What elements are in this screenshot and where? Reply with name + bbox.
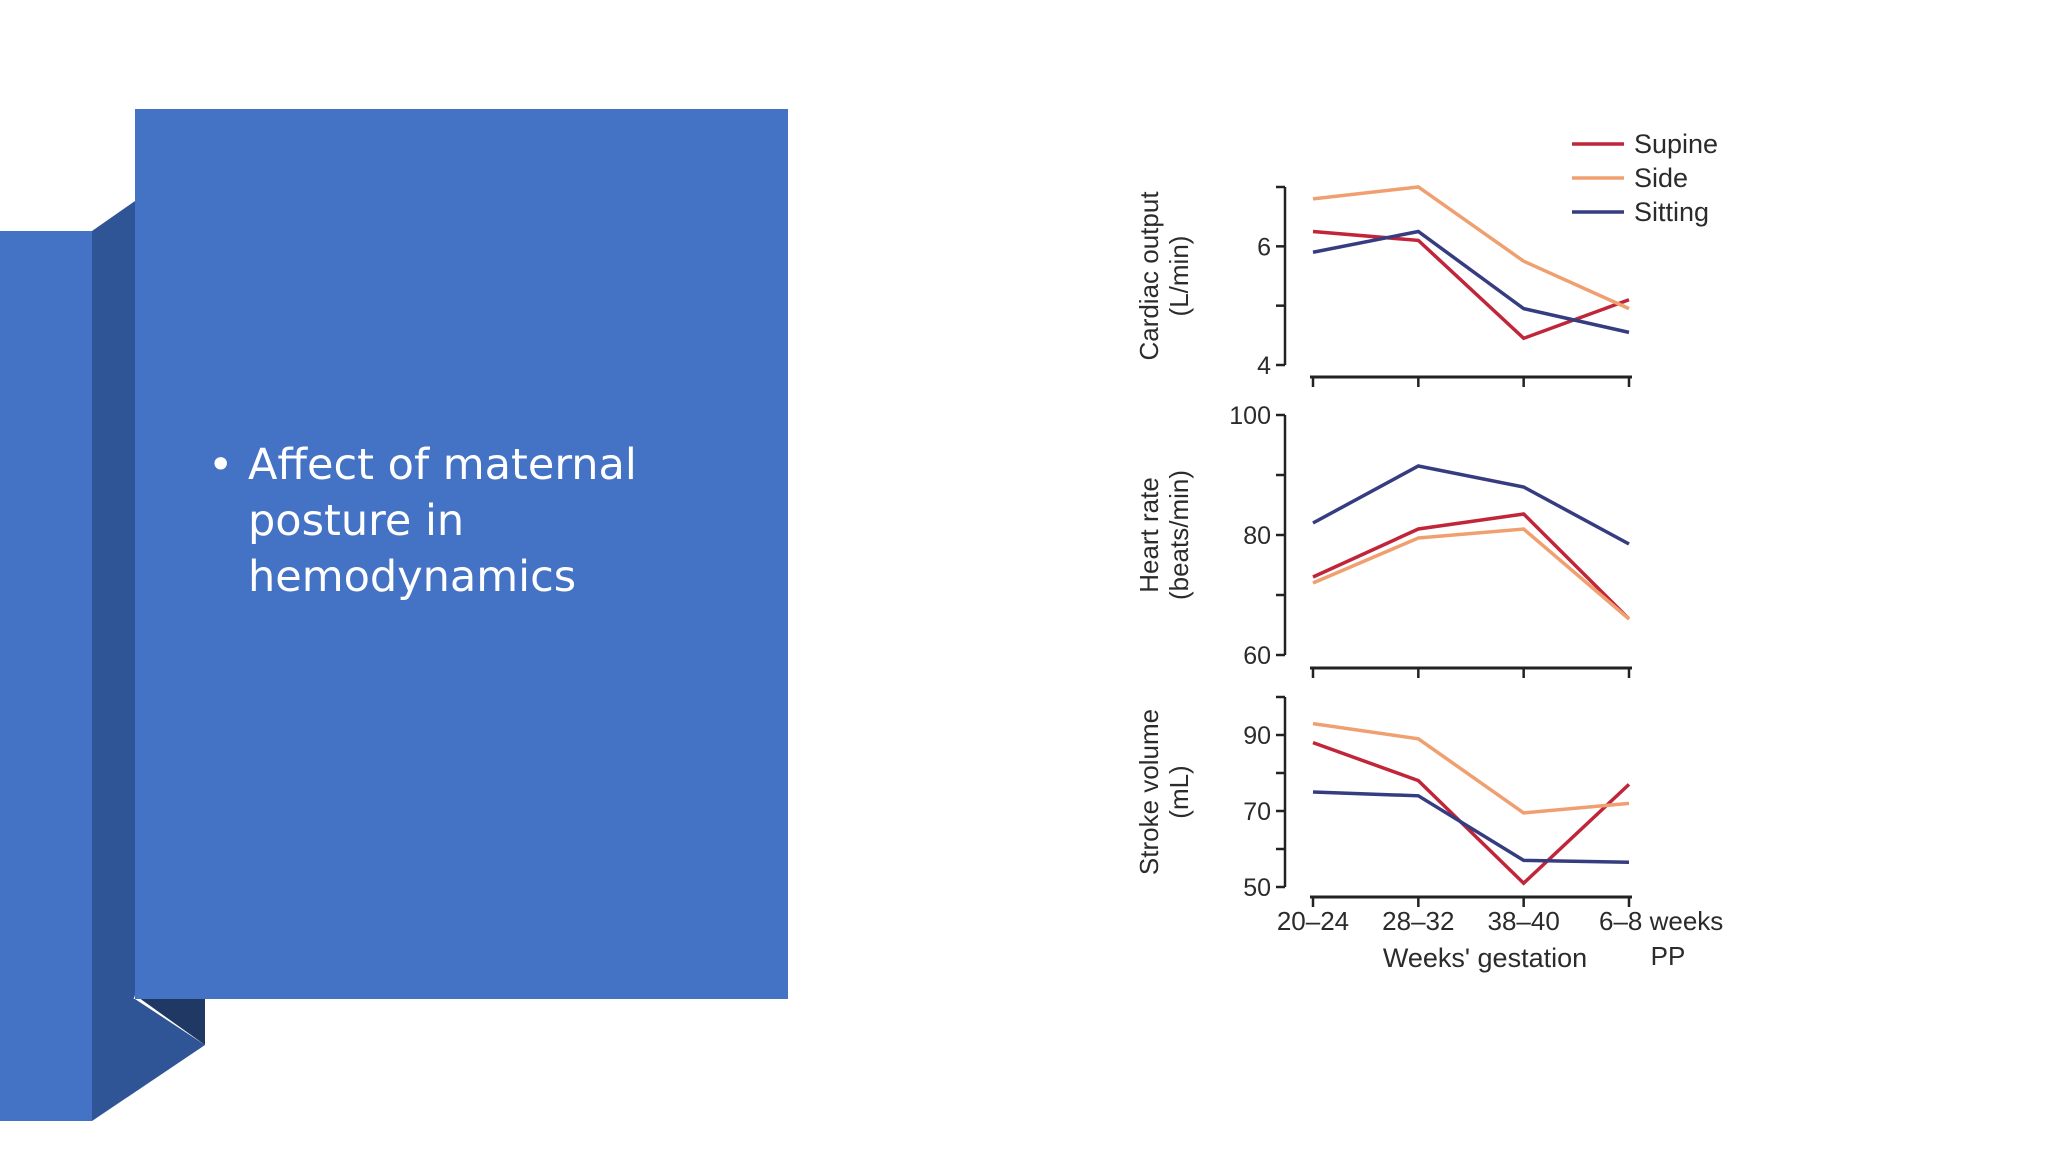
y-axis-label-line: Stroke volume — [1134, 709, 1164, 875]
y-tick-label: 70 — [1243, 798, 1271, 826]
legend-label: Supine — [1634, 129, 1718, 159]
legend-item: Sitting — [1572, 197, 1709, 227]
y-axis-label-line: (beats/min) — [1164, 470, 1194, 600]
y-axis-label-line: Cardiac output — [1134, 191, 1164, 361]
series-line-side — [1312, 185, 1630, 311]
y-axis-label-line: (mL) — [1164, 765, 1194, 818]
y-tick-label: 6 — [1257, 233, 1271, 261]
x-tick-label: 28–32 — [1382, 906, 1454, 936]
series-line-side — [1312, 721, 1630, 815]
text-panel — [135, 109, 788, 999]
x-extra-label: PP — [1651, 941, 1686, 971]
series-line-side — [1312, 527, 1631, 621]
series-line-sitting — [1312, 229, 1630, 335]
series-line-supine — [1312, 740, 1631, 886]
y-tick-label: 4 — [1257, 352, 1271, 380]
legend-label: Side — [1634, 163, 1688, 193]
y-axis-label-line: (L/min) — [1164, 236, 1194, 317]
x-tick-label: 6–8 weeks — [1599, 906, 1723, 936]
x-axis: 20–24 28–32 38–40 6–8 weeks PP Weeks' gestati… — [1277, 906, 1723, 973]
x-tick-label: 20–24 — [1277, 906, 1349, 936]
bullet-symbol: • — [208, 440, 234, 490]
y-tick-label: 90 — [1243, 722, 1271, 750]
y-axis-label-line: Heart rate — [1134, 477, 1164, 593]
series-line-supine — [1312, 512, 1631, 621]
chart-panel: 4 6 Cardiac output(L/min) — [1134, 185, 1632, 387]
panel-fold-shape — [92, 201, 205, 1121]
y-axis-label: Cardiac output(L/min) — [1134, 191, 1194, 361]
legend-item: Supine — [1572, 129, 1718, 159]
series-line-sitting — [1312, 790, 1630, 865]
left-accent-bar — [0, 231, 92, 1121]
y-tick-label: 60 — [1243, 642, 1271, 670]
legend-item: Side — [1572, 163, 1688, 193]
bullet-text: Affect of maternal posture in hemodynami… — [248, 440, 637, 602]
legend-label: Sitting — [1634, 197, 1709, 227]
chart-panels: 4 6 Cardiac output(L/min) 60 80 100 Heart rate… — [1134, 185, 1632, 907]
chart-panel: 50 70 90 Stroke volume(mL) — [1134, 695, 1632, 907]
x-axis-label: Weeks' gestation — [1383, 943, 1587, 973]
hemodynamics-chart: 4 6 Cardiac output(L/min) 60 80 100 Heart rate… — [1134, 129, 1723, 973]
series-line-sitting — [1312, 464, 1630, 546]
y-tick-label: 100 — [1229, 402, 1271, 430]
y-axis-label: Stroke volume(mL) — [1134, 709, 1194, 875]
y-axis-label: Heart rate(beats/min) — [1134, 470, 1194, 600]
x-tick-label: 38–40 — [1488, 906, 1560, 936]
chart-legend: Supine Side Sitting — [1572, 129, 1718, 227]
y-tick-label: 50 — [1243, 874, 1271, 902]
chart-panel: 60 80 100 Heart rate(beats/min) — [1134, 402, 1632, 678]
y-tick-label: 80 — [1243, 522, 1271, 550]
